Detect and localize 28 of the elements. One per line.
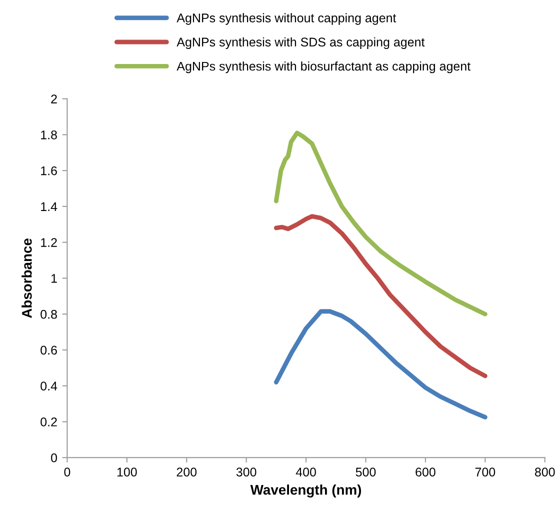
y-tick-label: 0 [51,453,57,462]
line-series [274,309,488,420]
x-tick-label: 100 [117,468,137,477]
y-tick-label: 1.6 [41,166,57,176]
y-tick-label: 0.4 [40,382,58,390]
legend-label: AgNPs synthesis without capping agent [176,13,396,25]
y-tick-label: 0.2 [40,418,57,426]
x-tick-label: 0 [64,468,70,477]
x-tick-label: 600 [416,468,436,477]
x-axis-title: Wavelength (nm) [250,484,362,498]
y-tick-label: 0.6 [40,346,57,355]
legend-label: AgNPs synthesis with biosurfactant as capping agent [176,61,470,74]
y-axis-title: Absorbance [22,238,32,318]
y-tick-label: 1.8 [41,130,57,140]
y-tick-label: 0.8 [40,310,57,319]
x-tick-label: 700 [475,468,496,477]
x-tick-label: 800 [534,468,555,477]
line-series [274,214,488,378]
y-tick-label: 2 [51,94,57,104]
x-tick-label: 400 [296,468,316,477]
x-tick-label: 500 [356,468,376,477]
y-tick-label: 1 [51,274,57,283]
line-series [274,130,488,316]
y-tick-label: 1.2 [41,238,57,247]
legend-label: AgNPs synthesis with SDS as capping agent [176,37,425,49]
x-tick-label: 300 [236,468,256,477]
y-tick-label: 1.4 [41,202,58,211]
x-tick-label: 200 [176,468,197,477]
